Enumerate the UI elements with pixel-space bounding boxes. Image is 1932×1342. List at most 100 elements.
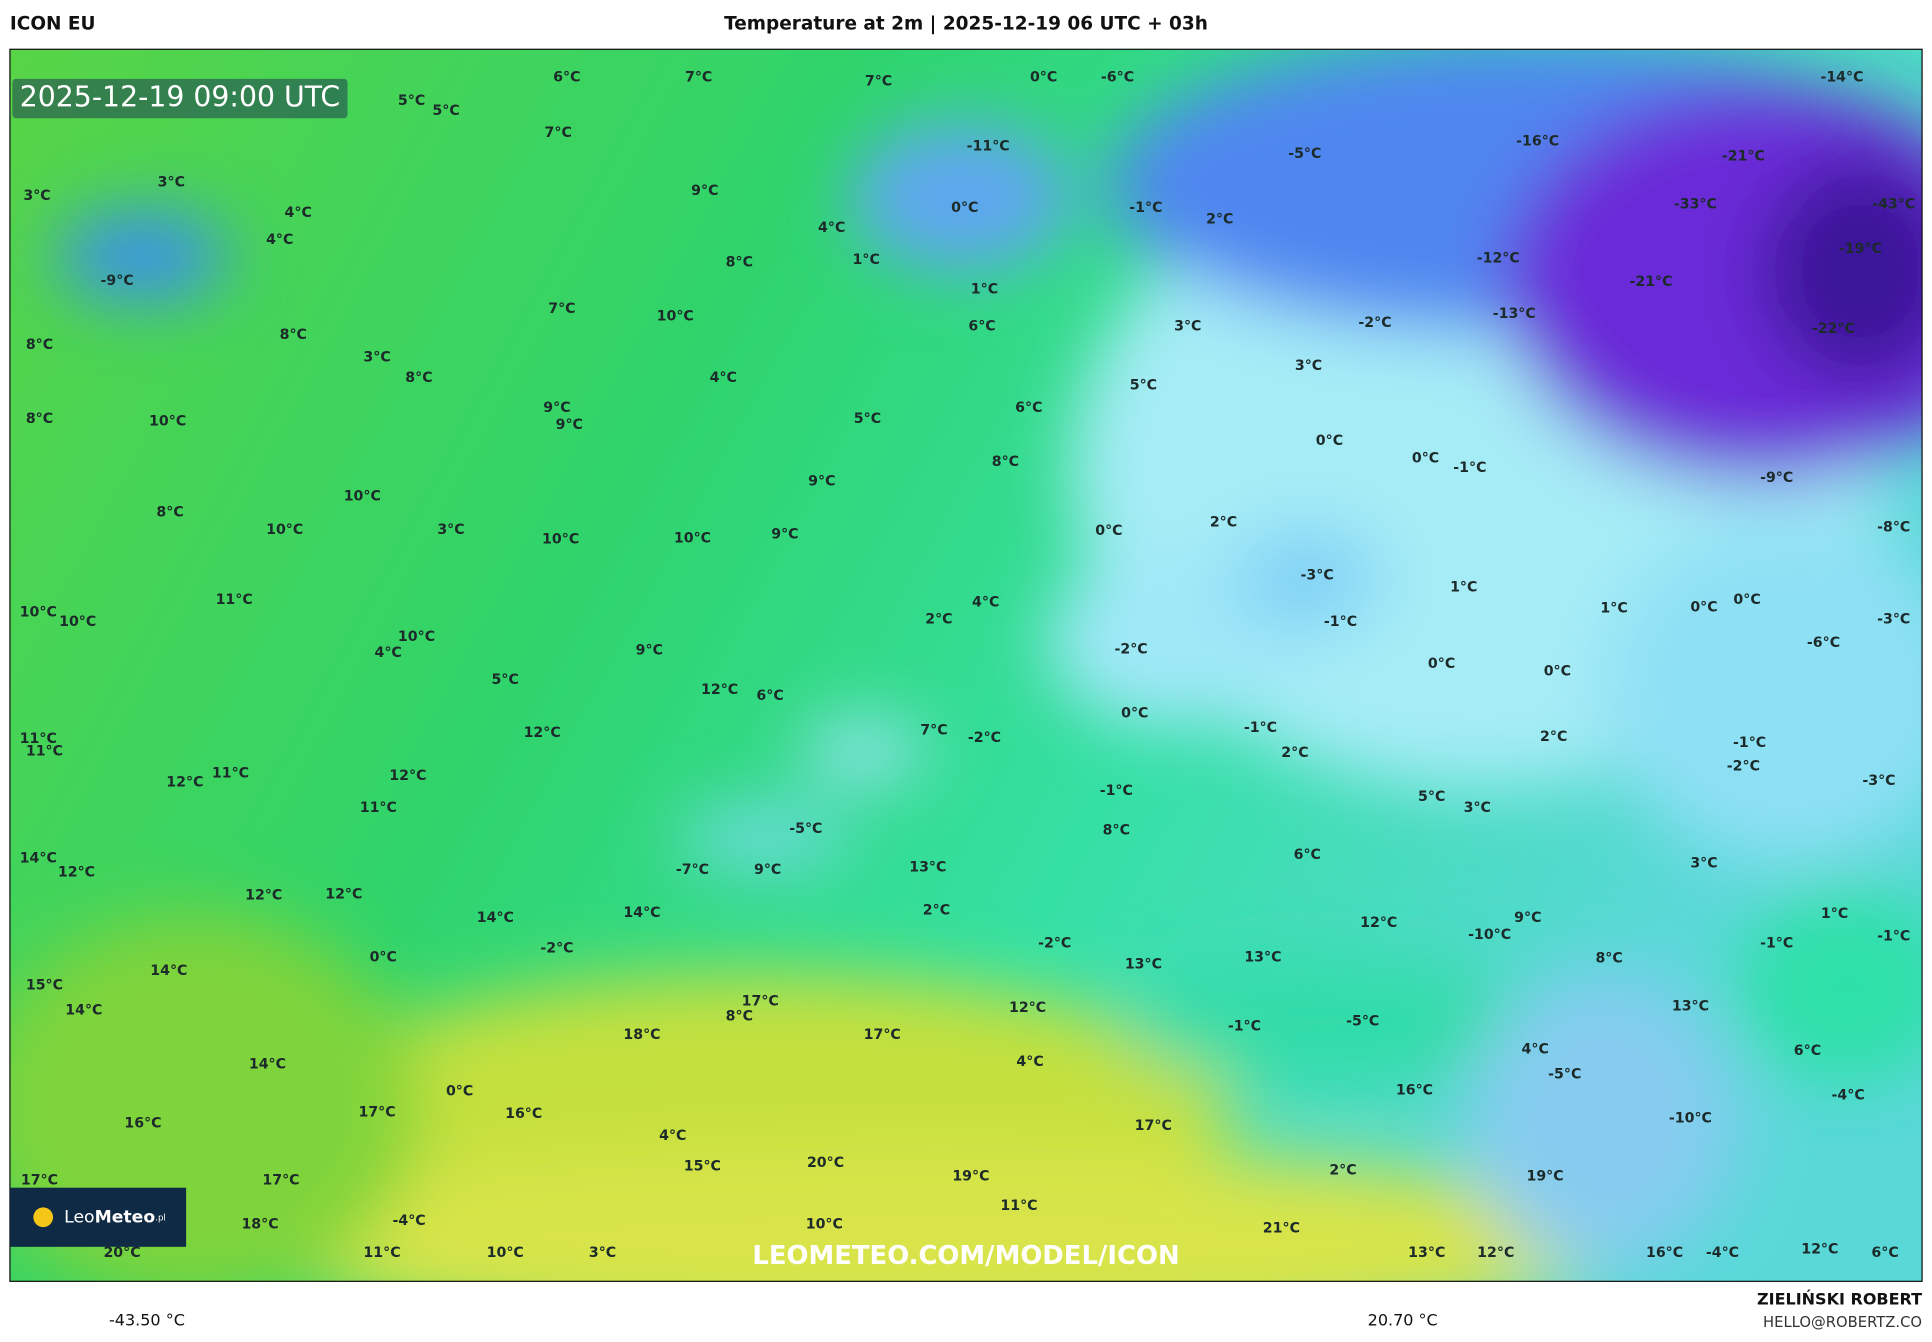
temperature-label: 1°C [853, 252, 880, 268]
temperature-label: 0°C [1412, 450, 1439, 466]
timestamp-box [12, 78, 348, 119]
temperature-label: 14°C [65, 1002, 102, 1018]
temperature-label: -10°C [1468, 927, 1511, 943]
temperature-label: -5°C [1346, 1013, 1379, 1029]
temperature-label: -1°C [1244, 720, 1277, 736]
temperature-label: 5°C [1418, 789, 1445, 805]
temperature-label: 15°C [26, 978, 63, 994]
temperature-label: -22°C [1812, 321, 1855, 337]
temperature-label: -21°C [1629, 274, 1672, 290]
temperature-label: 8°C [1595, 951, 1622, 967]
temperature-label: 2°C [925, 612, 952, 628]
timestamp: 2025-12-19 09:00 UTC [20, 81, 340, 114]
temperature-label: 11°C [212, 766, 249, 782]
temperature-label: -5°C [789, 821, 822, 837]
temperature-label: -7°C [676, 862, 709, 878]
temperature-label: 6°C [1794, 1043, 1821, 1059]
temperature-label: -10°C [1669, 1111, 1712, 1127]
temperature-label: -9°C [101, 273, 134, 289]
temperature-label: 4°C [659, 1128, 686, 1144]
temperature-label: 9°C [754, 862, 781, 878]
temperature-label: 12°C [1477, 1245, 1514, 1261]
temperature-label: 0°C [446, 1084, 473, 1100]
temperature-label: -1°C [1100, 783, 1133, 799]
temperature-label: 5°C [398, 93, 425, 109]
temperature-label: 16°C [505, 1106, 542, 1122]
temperature-label: 2°C [923, 902, 950, 918]
temperature-label: 0°C [1316, 433, 1343, 449]
temperature-label: -19°C [1839, 241, 1882, 257]
temperature-label: 4°C [972, 594, 999, 610]
temperature-label: 4°C [1016, 1054, 1043, 1070]
temperature-label: 12°C [166, 774, 203, 790]
temperature-label: 10°C [487, 1245, 524, 1261]
temperature-label: 11°C [216, 592, 253, 608]
temperature-label: -3°C [1877, 612, 1910, 628]
temperature-label: 19°C [1526, 1169, 1563, 1185]
temperature-label: 14°C [20, 851, 57, 867]
temperature-label: 1°C [971, 282, 998, 298]
temperature-label: 12°C [524, 725, 561, 741]
temperature-label: 0°C [1544, 663, 1571, 679]
temperature-label: 11°C [26, 744, 63, 760]
temperature-label: 9°C [808, 474, 835, 490]
temperature-label: 17°C [21, 1172, 58, 1188]
temperature-label: 16°C [1396, 1082, 1433, 1098]
temperature-label: 11°C [1000, 1198, 1037, 1214]
temperature-label: 10°C [657, 309, 694, 325]
temperature-label: 12°C [245, 888, 282, 904]
temperature-label: -1°C [1324, 614, 1357, 630]
temperature-label: -11°C [967, 139, 1010, 155]
temperature-label: -16°C [1516, 134, 1559, 150]
temperature-labels: 5°C 5°C 6°C 7°C 7°C 0°C -6°C -14°C 7°C -11°C -5°C -… [20, 70, 1916, 1261]
temperature-label: 13°C [1244, 949, 1281, 965]
email: HELLO@ROBERTZ.CO [1763, 1314, 1922, 1331]
temperature-label: 2°C [1281, 745, 1308, 761]
temperature-label: -2°C [1727, 758, 1760, 774]
temperature-label: 12°C [58, 864, 95, 880]
temperature-label: 16°C [124, 1116, 161, 1132]
temperature-label: -1°C [1453, 460, 1486, 476]
temperature-label: 6°C [756, 688, 783, 704]
temperature-label: 11°C [20, 731, 57, 747]
temperature-label: 0°C [370, 949, 397, 965]
temperature-label: 8°C [26, 411, 53, 427]
temperature-label: 3°C [1464, 800, 1491, 816]
temperature-label: 8°C [992, 454, 1019, 470]
model-name: ICON EU [10, 14, 96, 35]
temperature-label: 4°C [710, 370, 737, 386]
temperature-label: 3°C [363, 349, 390, 365]
temperature-label: 3°C [589, 1245, 616, 1261]
temperature-label: 5°C [854, 411, 881, 427]
temperature-label: -5°C [1548, 1066, 1581, 1082]
temperature-label: 6°C [968, 318, 995, 334]
temperature-label: 2°C [1206, 211, 1233, 227]
temperature-label: 1°C [1600, 601, 1627, 617]
temperature-label: -2°C [540, 941, 573, 957]
temperature-label: 9°C [636, 643, 663, 659]
temperature-label: 4°C [375, 645, 402, 661]
temperature-label: 5°C [1130, 378, 1157, 394]
temperature-label: 8°C [1103, 822, 1130, 838]
temperature-label: 1°C [1450, 580, 1477, 596]
temperature-label: 9°C [691, 183, 718, 199]
watermark: LEOMETEO.COM/MODEL/ICON [752, 1241, 1179, 1271]
temperature-label: 14°C [150, 963, 187, 979]
temperature-label: -4°C [393, 1213, 426, 1229]
temperature-label: 10°C [398, 629, 435, 645]
temperature-label: 3°C [1174, 318, 1201, 334]
temperature-label: 3°C [1295, 358, 1322, 374]
temperature-label: 10°C [344, 489, 381, 505]
temperature-label: 8°C [405, 370, 432, 386]
temperature-label: 5°C [432, 103, 459, 119]
temperature-label: 17°C [262, 1172, 299, 1188]
temperature-label: 13°C [1125, 957, 1162, 973]
temperature-label: -2°C [968, 730, 1001, 746]
temperature-label: -6°C [1101, 70, 1134, 86]
logo-text: LeoMeteo.pl [64, 1207, 166, 1227]
temperature-label: -1°C [1760, 936, 1793, 952]
temperature-label: 16°C [1646, 1245, 1683, 1261]
colorbar-min: -43.50 °C [109, 1310, 185, 1329]
temperature-label: 3°C [23, 188, 50, 204]
